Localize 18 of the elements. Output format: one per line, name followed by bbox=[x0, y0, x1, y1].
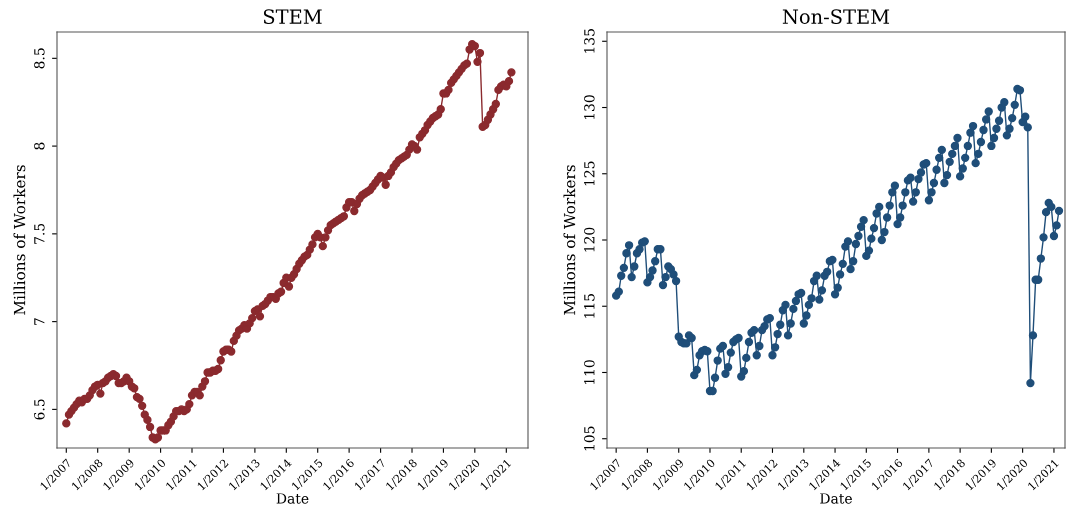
y-tick-label: 135 bbox=[584, 29, 595, 53]
x-axis-title: Date bbox=[820, 493, 852, 504]
y-tick-label: 105 bbox=[584, 426, 595, 451]
y-tick-label: 125 bbox=[584, 161, 595, 186]
y-axis-title: Millions of Workers bbox=[563, 165, 576, 315]
y-tick-label: 110 bbox=[584, 360, 595, 385]
y-tick-label: 6.5 bbox=[34, 399, 45, 420]
y-tick-label: 7 bbox=[34, 318, 45, 325]
y-tick-label: 7.5 bbox=[34, 223, 45, 244]
y-tick-label: 8.5 bbox=[34, 48, 45, 69]
chart-title: Non-STEM bbox=[782, 9, 890, 24]
y-tick-label: 130 bbox=[584, 95, 595, 120]
y-axis-title: Millions of Workers bbox=[13, 165, 26, 315]
chart-title: STEM bbox=[263, 9, 322, 24]
y-tick-label: 120 bbox=[584, 227, 595, 252]
x-axis-title: Date bbox=[276, 493, 309, 504]
y-tick-label: 115 bbox=[584, 294, 595, 318]
y-tick-label: 8 bbox=[34, 142, 45, 150]
